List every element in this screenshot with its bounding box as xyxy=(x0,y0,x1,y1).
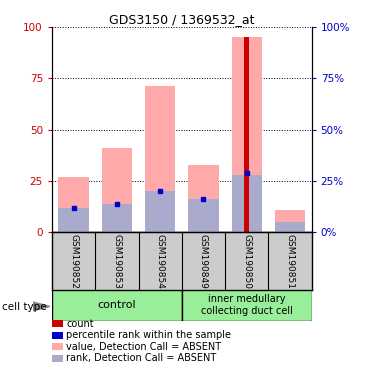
Bar xyxy=(188,164,219,232)
Bar xyxy=(244,37,249,232)
Title: GDS3150 / 1369532_at: GDS3150 / 1369532_at xyxy=(109,13,255,26)
Bar xyxy=(145,86,175,232)
Text: GSM190851: GSM190851 xyxy=(286,234,295,289)
Bar xyxy=(188,199,219,232)
Text: GSM190853: GSM190853 xyxy=(112,234,121,289)
Text: cell type: cell type xyxy=(2,302,46,312)
Bar xyxy=(52,290,182,321)
Text: value, Detection Call = ABSENT: value, Detection Call = ABSENT xyxy=(66,342,221,352)
Text: rank, Detection Call = ABSENT: rank, Detection Call = ABSENT xyxy=(66,353,216,363)
Text: percentile rank within the sample: percentile rank within the sample xyxy=(66,330,231,340)
Bar xyxy=(232,175,262,232)
Bar xyxy=(232,37,262,232)
Bar xyxy=(275,222,305,232)
Bar xyxy=(102,204,132,232)
Bar xyxy=(59,177,89,232)
Text: GSM190850: GSM190850 xyxy=(242,234,251,289)
Text: GSM190854: GSM190854 xyxy=(156,234,165,289)
Text: inner medullary
collecting duct cell: inner medullary collecting duct cell xyxy=(201,295,293,316)
Bar xyxy=(59,208,89,232)
Text: control: control xyxy=(98,300,136,310)
Polygon shape xyxy=(33,302,50,311)
Bar xyxy=(275,210,305,232)
Bar xyxy=(145,191,175,232)
Text: count: count xyxy=(66,319,93,329)
Bar xyxy=(102,148,132,232)
Bar xyxy=(182,290,312,321)
Text: GSM190849: GSM190849 xyxy=(199,234,208,289)
Text: GSM190852: GSM190852 xyxy=(69,234,78,289)
